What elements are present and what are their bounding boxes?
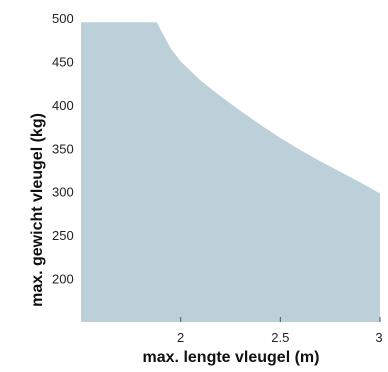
x-tick-label: 3 xyxy=(375,330,382,345)
x-tick-label: 2 xyxy=(177,330,184,345)
y-tick-label: 350 xyxy=(52,141,74,156)
y-tick-label: 500 xyxy=(52,11,74,26)
y-tick-label: 200 xyxy=(52,272,74,287)
y-tick-label: 300 xyxy=(52,185,74,200)
series-area xyxy=(81,22,380,323)
y-axis-ticks: 200 250 300 350 400 450 500 xyxy=(52,11,74,287)
y-tick-label: 450 xyxy=(52,54,74,69)
x-tick-label: 2.5 xyxy=(271,330,289,345)
x-axis-label: max. lengte vleugel (m) xyxy=(143,349,320,366)
x-axis-ticks: 2 2.5 3 xyxy=(177,317,383,345)
y-tick-label: 400 xyxy=(52,98,74,113)
y-axis-label: max. gewicht vleugel (kg) xyxy=(29,113,46,307)
y-tick-label: 250 xyxy=(52,228,74,243)
